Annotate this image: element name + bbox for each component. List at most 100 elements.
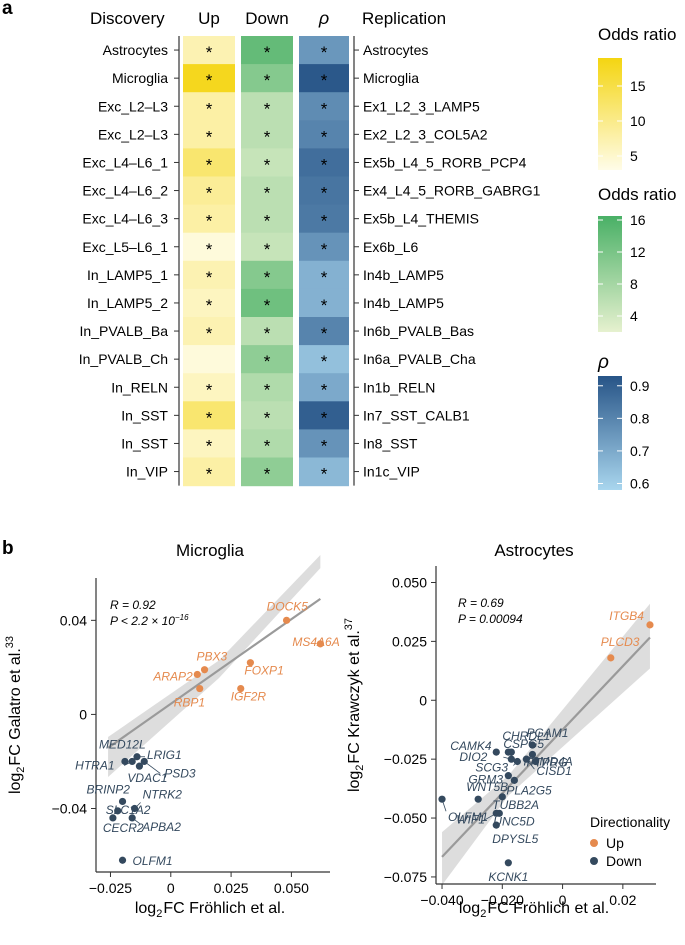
row-label-replication: In8_SST bbox=[363, 435, 418, 451]
heatmap-cell-rho bbox=[299, 36, 349, 65]
header-down: Down bbox=[245, 9, 288, 28]
significance-mark: * bbox=[206, 324, 213, 343]
heatmap-cell-rho bbox=[299, 401, 349, 430]
heatmap-cell-down bbox=[241, 317, 293, 346]
data-point-pbx3 bbox=[200, 666, 209, 674]
significance-mark: * bbox=[206, 155, 213, 174]
data-point-vdac1 bbox=[135, 762, 144, 770]
astrocytes-ylabel: log2FC Krawczyk et al.37 bbox=[343, 618, 366, 792]
significance-mark: * bbox=[321, 352, 328, 371]
data-point-ms4a6a bbox=[316, 640, 324, 648]
significance-mark: * bbox=[206, 99, 213, 118]
y-tick-label: −0.04 bbox=[52, 800, 88, 816]
significance-mark: * bbox=[264, 99, 271, 118]
significance-mark: * bbox=[206, 212, 213, 231]
x-tick-label: 0.02 bbox=[609, 892, 636, 908]
heatmap-cell-down bbox=[241, 373, 293, 402]
panel-b-label: b bbox=[2, 538, 14, 559]
row-label-discovery: In_LAMP5_2 bbox=[87, 295, 168, 311]
data-point-camk4 bbox=[492, 748, 500, 756]
row-label-discovery: In_SST bbox=[121, 407, 168, 423]
legend-tick-label: 8 bbox=[630, 276, 638, 292]
significance-mark: * bbox=[206, 240, 213, 259]
heatmap-cell-down bbox=[241, 64, 293, 93]
header-replication: Replication bbox=[362, 9, 446, 28]
point-label: KCNK1 bbox=[488, 870, 528, 884]
data-point-olfm1 bbox=[118, 856, 127, 864]
significance-mark: * bbox=[321, 127, 328, 146]
row-label-discovery: In_LAMP5_1 bbox=[87, 267, 168, 283]
point-label: PGAM1 bbox=[526, 726, 568, 740]
regression-line bbox=[441, 636, 651, 858]
legend-tick-label: 15 bbox=[630, 78, 646, 94]
legend-down-marker bbox=[590, 857, 598, 865]
point-label: FRMD4A bbox=[523, 755, 572, 769]
significance-mark: * bbox=[321, 380, 328, 399]
significance-mark: * bbox=[206, 127, 213, 146]
legend-tick-label: 5 bbox=[630, 148, 638, 164]
point-label: FOXP1 bbox=[244, 664, 283, 678]
point-label: PLA2G5 bbox=[506, 783, 552, 797]
data-point-htra1 bbox=[128, 757, 136, 766]
point-label: TUBB2A bbox=[492, 798, 539, 812]
x-tick-label: −0.040 bbox=[420, 892, 463, 908]
point-label: SLC1A2 bbox=[106, 803, 151, 817]
data-point-brinp2 bbox=[118, 797, 127, 806]
data-point-pgam1 bbox=[528, 741, 537, 749]
point-label: SCG3 bbox=[475, 761, 508, 775]
heatmap-cell-up bbox=[183, 92, 235, 121]
significance-mark: * bbox=[321, 408, 328, 427]
row-label-discovery: Exc_L5–L6_1 bbox=[82, 239, 168, 255]
data-point-apba2 bbox=[128, 814, 136, 822]
row-label-replication: In4b_LAMP5 bbox=[363, 267, 444, 283]
point-label: OLFM1 bbox=[448, 810, 488, 824]
microglia-xlabel: log2FC Fröhlich et al. bbox=[135, 900, 285, 920]
y-tick-label: 0 bbox=[419, 692, 427, 708]
row-label-replication: In6a_PVALB_Cha bbox=[363, 351, 476, 367]
stat-p: P < 2.2 × 10−16 bbox=[110, 613, 189, 628]
legend-tick-label: 12 bbox=[630, 244, 646, 260]
row-label-discovery: Exc_L4–L6_1 bbox=[82, 154, 168, 170]
heatmap-cell-down bbox=[241, 92, 293, 121]
legend-up-marker bbox=[590, 839, 598, 847]
row-label-discovery: Exc_L4–L6_3 bbox=[82, 211, 168, 227]
heatmap-cell-down bbox=[241, 36, 293, 65]
y-tick-label: 0.050 bbox=[392, 574, 427, 590]
point-label: CSPG5 bbox=[503, 737, 544, 751]
heatmap-cell-down bbox=[241, 232, 293, 262]
point-label: RBP1 bbox=[174, 696, 205, 710]
significance-mark: * bbox=[321, 212, 328, 231]
point-label: OLFM1 bbox=[133, 854, 173, 868]
row-label-replication: Ex5b_L4_THEMIS bbox=[363, 211, 479, 227]
heatmap-cell-up bbox=[183, 317, 235, 346]
x-tick-label: −0.025 bbox=[89, 880, 132, 896]
heatmap-cell-rho bbox=[299, 345, 349, 374]
row-label-replication: In7_SST_CALB1 bbox=[363, 407, 470, 423]
data-point-cisd1 bbox=[522, 755, 531, 763]
astrocytes-title: Astrocytes bbox=[494, 541, 573, 560]
heatmap-cell-up bbox=[183, 148, 235, 178]
significance-mark: * bbox=[321, 184, 328, 203]
significance-mark: * bbox=[264, 380, 271, 399]
significance-mark: * bbox=[206, 71, 213, 90]
row-label-discovery: In_PVALB_Ch bbox=[79, 351, 168, 367]
row-label-discovery: Microglia bbox=[112, 70, 168, 86]
heatmap-cell-rho bbox=[299, 429, 349, 459]
stat-p-text: P < 2.2 × 10 bbox=[110, 614, 175, 628]
legend-title: Odds ratio bbox=[598, 185, 676, 204]
panel-a-label: a bbox=[2, 0, 13, 19]
point-label: APBA2 bbox=[141, 820, 181, 834]
row-label-discovery: Exc_L2–L3 bbox=[98, 98, 168, 114]
x-tick-label: −0.020 bbox=[481, 892, 524, 908]
significance-mark: * bbox=[321, 99, 328, 118]
point-label: ARAP2 bbox=[152, 669, 193, 683]
heatmap-cell-down bbox=[241, 345, 293, 374]
significance-mark: * bbox=[321, 43, 328, 62]
heatmap-cell-rho bbox=[299, 176, 349, 206]
point-label: DPYSL5 bbox=[492, 832, 538, 846]
directionality-legend-title: Directionality bbox=[590, 814, 670, 830]
row-label-replication: Ex6b_L6 bbox=[363, 239, 418, 255]
heatmap-cell-up bbox=[183, 204, 235, 234]
significance-mark: * bbox=[206, 436, 213, 455]
y-tick-label: −0.050 bbox=[384, 810, 427, 826]
